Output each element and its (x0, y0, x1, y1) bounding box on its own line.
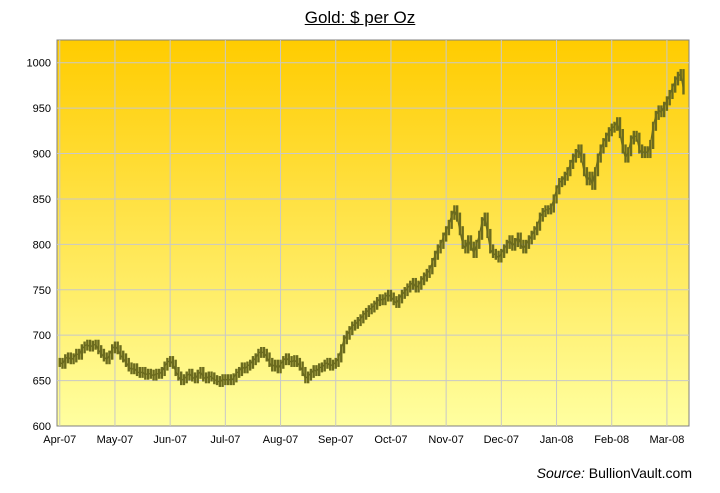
x-tick-label-May-07: May-07 (97, 434, 134, 446)
y-axis-ticks: 600 650 700 750 800 850 900 950 1000 (27, 58, 51, 433)
x-tick-label-Apr-07: Apr-07 (43, 434, 76, 446)
x-tick-label-Jan-08: Jan-08 (540, 434, 574, 446)
chart-title: Gold: $ per Oz (304, 8, 416, 27)
x-tick-label-Oct-07: Oct-07 (374, 434, 407, 446)
x-tick-label-Jul-07: Jul-07 (210, 434, 240, 446)
y-tick-label-600: 600 (33, 421, 51, 433)
y-tick-label-1000: 1000 (27, 58, 51, 70)
price-bars (58, 69, 685, 387)
x-tick-label-Nov-07: Nov-07 (428, 434, 463, 446)
x-tick-label-Mar-08: Mar-08 (649, 434, 684, 446)
price-line (59, 72, 685, 384)
y-tick-label-800: 800 (33, 239, 51, 251)
y-tick-label-850: 850 (33, 194, 51, 206)
y-tick-label-900: 900 (33, 149, 51, 161)
x-axis-ticks: Apr-07 May-07 Jun-07 Jul-07 Aug-07 Sep-07 Oct-… (43, 434, 684, 446)
source-name: BullionVault.com (588, 465, 692, 481)
y-tick-label-650: 650 (33, 376, 51, 388)
source-label: Source: (536, 465, 585, 481)
y-tick-label-750: 750 (33, 285, 51, 297)
x-tick-label-Feb-08: Feb-08 (594, 434, 629, 446)
x-tick-label-Dec-07: Dec-07 (484, 434, 519, 446)
y-tick-label-950: 950 (33, 103, 51, 115)
plot-background (56, 39, 690, 427)
x-tick-label-Jun-07: Jun-07 (153, 434, 187, 446)
x-tick-label-Sep-07: Sep-07 (318, 434, 353, 446)
y-tick-label-700: 700 (33, 330, 51, 342)
x-tick-label-Aug-07: Aug-07 (263, 434, 298, 446)
source-note: Source: BullionVault.com (537, 465, 692, 481)
